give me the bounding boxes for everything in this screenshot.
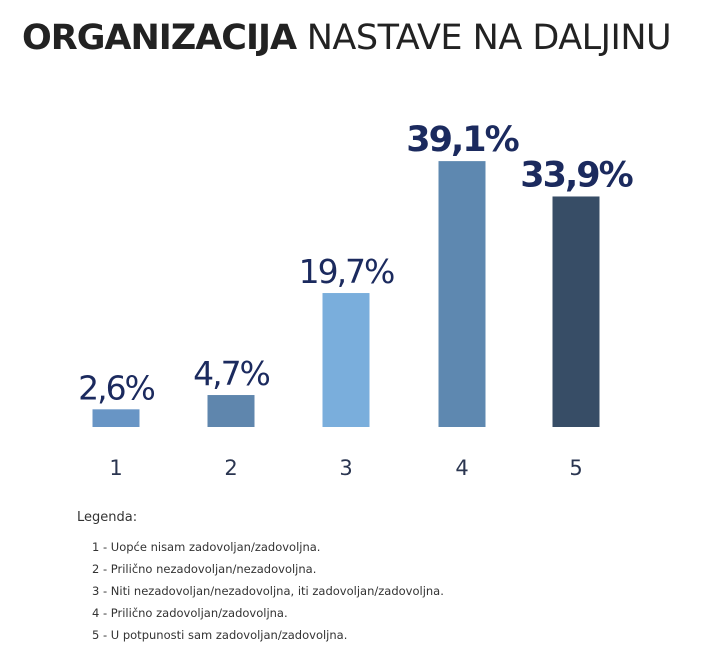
legend-item: 5 - U potpunosti sam zadovoljan/zadovolj… <box>92 628 348 642</box>
bar-chart: 2,6% 1 4,7% 2 19,7% 3 39,1% 4 33,9% 5 <box>78 120 635 480</box>
legend-title: Legenda: <box>77 510 138 525</box>
value-label-4: 39,1% <box>406 120 518 160</box>
bar-5 <box>552 196 600 427</box>
bar-1 <box>92 409 140 427</box>
legend-item: 3 - Niti nezadovoljan/nezadovoljna, iti … <box>92 584 444 598</box>
x-tick-label-4: 4 <box>455 456 468 480</box>
legend-list: 1 - Uopće nisam zadovoljan/zadovoljna. 2… <box>77 539 444 643</box>
legend-item: 2 - Prilično nezadovoljan/nezadovoljna. <box>92 562 317 576</box>
value-label-5: 33,9% <box>520 155 632 195</box>
value-label-2: 4,7% <box>193 354 269 393</box>
x-tick-label-1: 1 <box>109 456 122 480</box>
legend-item: 1 - Uopće nisam zadovoljan/zadovoljna. <box>92 540 321 554</box>
value-label-1: 2,6% <box>78 368 154 407</box>
bar-3 <box>322 293 370 427</box>
legend: Legenda: 1 - Uopće nisam zadovoljan/zado… <box>77 510 444 649</box>
x-tick-label-3: 3 <box>339 456 352 480</box>
bar-4 <box>438 161 486 427</box>
title-bold: ORGANIZACIJA <box>22 18 297 58</box>
title-light: NASTAVE NA DALJINU <box>296 18 672 58</box>
x-tick-label-5: 5 <box>569 456 582 480</box>
value-label-3: 19,7% <box>299 252 394 291</box>
legend-item: 4 - Prilično zadovoljan/zadovoljna. <box>92 606 288 620</box>
x-tick-label-2: 2 <box>224 456 237 480</box>
chart-title: ORGANIZACIJA NASTAVE NA DALJINU <box>22 16 672 60</box>
bar-2 <box>207 395 255 427</box>
